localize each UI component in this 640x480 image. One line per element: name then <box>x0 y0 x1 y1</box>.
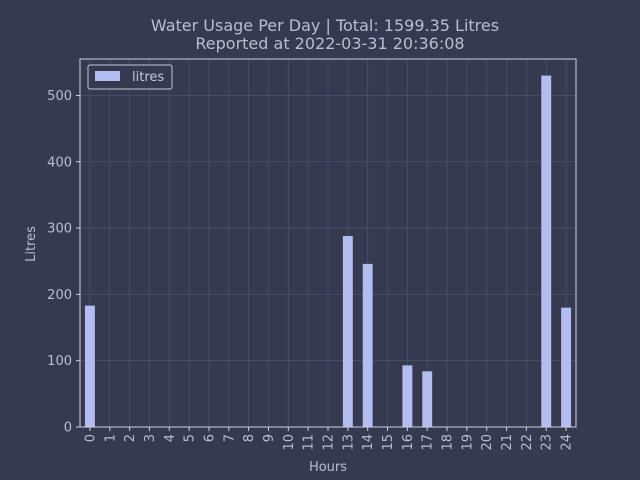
legend: litres <box>87 64 173 90</box>
legend-label: litres <box>132 70 164 85</box>
x-tick-label: 9 <box>262 434 277 442</box>
x-ticks: 0 1 2 3 4 5 6 7 8 9 10 11 12 13 14 15 16 17 18 19 20 21 22 23 24 <box>83 427 575 451</box>
x-tick-label: 0 <box>83 434 98 442</box>
x-tick-label: 8 <box>242 434 257 442</box>
x-tick-label: 19 <box>460 434 475 451</box>
x-tick-label: 20 <box>480 434 495 451</box>
x-tick-label: 5 <box>183 434 198 442</box>
y-tick-label: 500 <box>47 89 72 104</box>
y-tick-label: 300 <box>47 222 72 237</box>
y-tick-label: 400 <box>47 155 72 170</box>
x-tick-label: 4 <box>163 434 178 442</box>
x-tick-label: 23 <box>540 434 555 451</box>
bar <box>342 236 353 427</box>
x-tick-label: 11 <box>302 434 317 451</box>
x-tick-label: 18 <box>441 434 456 451</box>
y-tick-label: 200 <box>47 288 72 303</box>
x-tick-label: 24 <box>560 434 575 451</box>
grid <box>80 59 576 428</box>
x-tick-label: 3 <box>143 434 158 442</box>
legend-swatch <box>95 71 120 81</box>
x-tick-label: 22 <box>520 434 535 451</box>
chart-subtitle: Reported at 2022-03-31 20:36:08 <box>195 34 464 53</box>
x-tick-label: 1 <box>103 434 118 442</box>
x-tick-label: 12 <box>322 434 337 451</box>
bar <box>84 305 95 427</box>
bar <box>422 371 433 427</box>
x-tick-label: 2 <box>123 434 138 442</box>
x-tick-label: 6 <box>202 434 217 442</box>
y-tick-label: 100 <box>47 354 72 369</box>
chart-title: Water Usage Per Day | Total: 1599.35 Lit… <box>151 16 499 35</box>
x-tick-label: 21 <box>500 434 515 451</box>
x-tick-label: 15 <box>381 434 396 451</box>
bar <box>561 307 572 427</box>
x-tick-label: 13 <box>341 434 356 451</box>
x-tick-label: 16 <box>401 434 416 451</box>
bar <box>362 263 373 427</box>
x-tick-label: 14 <box>361 434 376 451</box>
bars <box>84 75 572 428</box>
y-axis-label: Litres <box>24 226 39 262</box>
y-ticks: 0 100 200 300 400 500 <box>47 89 80 436</box>
bar <box>402 365 413 427</box>
x-tick-label: 17 <box>421 434 436 451</box>
y-tick-label: 0 <box>64 421 72 436</box>
bar <box>541 75 552 428</box>
x-tick-label: 7 <box>222 434 237 442</box>
x-tick-label: 10 <box>282 434 297 451</box>
x-axis-label: Hours <box>309 460 347 475</box>
